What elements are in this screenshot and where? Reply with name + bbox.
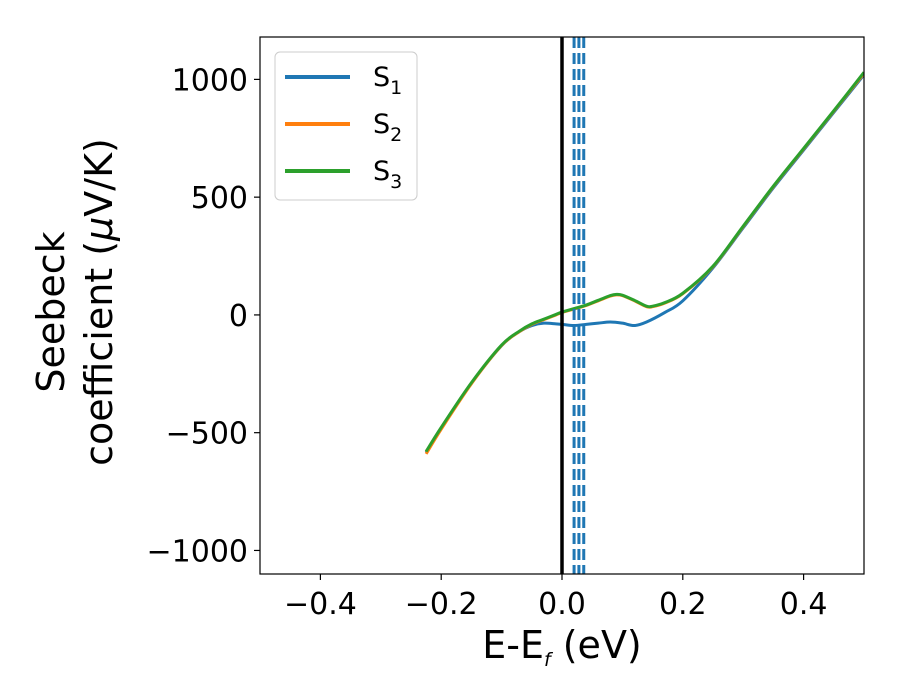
y-tick-label: 500 bbox=[191, 181, 248, 216]
y-tick-label: 1000 bbox=[172, 63, 248, 98]
legend-label-s2: S2 bbox=[373, 109, 402, 146]
series-line-s3 bbox=[424, 71, 864, 453]
y-axis-label-line1: Seebeck bbox=[29, 231, 73, 392]
series-line-s1 bbox=[424, 73, 864, 454]
x-ticks: −0.4 −0.2 0.0 0.2 0.4 bbox=[284, 574, 827, 622]
series-layer bbox=[424, 71, 864, 455]
series-line-s2 bbox=[424, 72, 864, 455]
y-axis-label-line2: coefficient (μV/K) bbox=[77, 138, 121, 466]
x-tick-label: 0.2 bbox=[659, 587, 707, 622]
x-tick-label: −0.4 bbox=[284, 587, 357, 622]
y-tick-label: −1000 bbox=[147, 534, 248, 569]
x-tick-label: 0.0 bbox=[538, 587, 586, 622]
x-axis-label: E-Ef (eV) bbox=[482, 623, 642, 671]
legend-label-s1: S1 bbox=[373, 62, 402, 99]
x-tick-label: 0.4 bbox=[780, 587, 828, 622]
y-tick-label: −500 bbox=[166, 417, 248, 452]
y-ticks: −1000 −500 0 500 1000 bbox=[147, 63, 260, 569]
vertical-lines-layer bbox=[560, 37, 586, 574]
legend-label-s3: S3 bbox=[373, 156, 402, 193]
x-tick-label: −0.2 bbox=[405, 587, 478, 622]
y-tick-label: 0 bbox=[229, 299, 248, 334]
legend: S1 S2 S3 bbox=[274, 51, 418, 201]
